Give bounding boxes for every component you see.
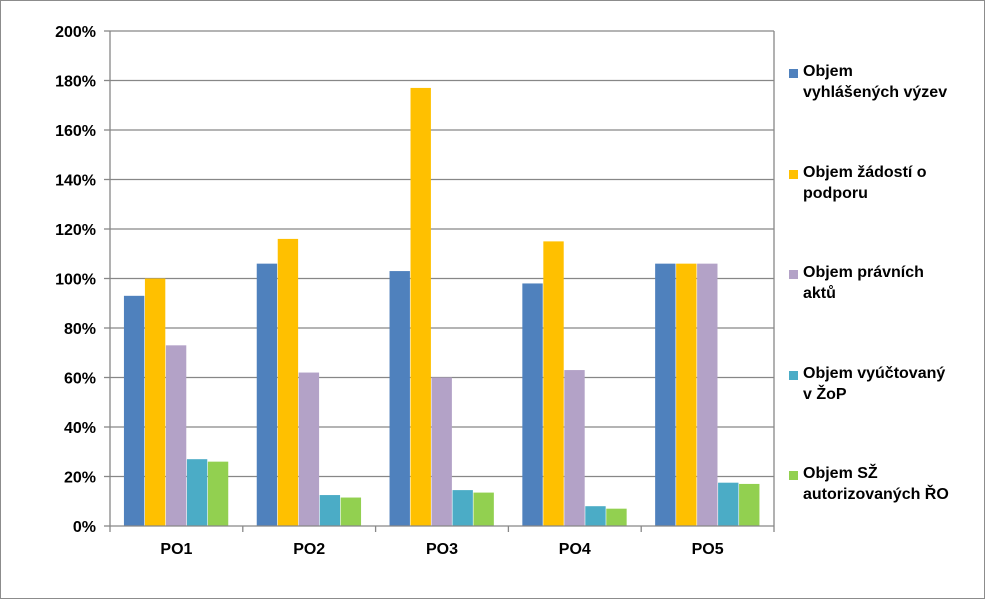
x-tick-label: PO3 <box>426 541 458 558</box>
legend-label: Objem vyhlášených výzev <box>803 63 948 101</box>
y-tick-label: 140% <box>55 173 96 190</box>
bar <box>697 263 718 526</box>
y-tick-label: 120% <box>55 222 96 239</box>
bar <box>739 483 760 526</box>
y-tick-label: 200% <box>55 24 96 41</box>
bar <box>718 482 739 526</box>
legend-item-1: Objem vyhlášených výzev <box>789 61 978 103</box>
y-tick-label: 100% <box>55 272 96 289</box>
axes <box>104 30 775 532</box>
bar <box>165 345 187 526</box>
x-tick-label: PO2 <box>293 541 325 558</box>
bar <box>256 263 278 526</box>
bar <box>277 238 299 526</box>
legend-swatch <box>789 471 798 480</box>
bar <box>543 241 564 527</box>
y-tick-label: 80% <box>64 321 96 338</box>
y-tick-label: 20% <box>64 470 96 487</box>
bar <box>452 490 473 526</box>
y-tick-label: 180% <box>55 74 96 91</box>
y-tick-label: 40% <box>64 420 96 437</box>
bar <box>186 459 208 526</box>
legend-swatch <box>789 170 798 179</box>
bar <box>431 377 452 526</box>
bar <box>389 271 410 526</box>
bar <box>340 497 362 526</box>
legend-label: Objem SŽ autorizovaných ŘO <box>803 465 949 503</box>
legend-item-3: Objem právních aktů <box>789 262 978 304</box>
y-tick-label: 60% <box>64 371 96 388</box>
y-tick-label: 160% <box>55 123 96 140</box>
bar <box>319 495 341 526</box>
legend-swatch <box>789 69 798 78</box>
bar <box>676 263 697 526</box>
bar <box>123 295 145 526</box>
legend-label: Objem vyúčtovaný v ŽoP <box>803 365 946 403</box>
bar <box>522 283 543 526</box>
gridlines <box>110 30 774 478</box>
legend-swatch <box>789 270 798 279</box>
bar <box>410 87 431 527</box>
axis-labels: 0% 20% 40% 60% 80% 100% 120% 140% 160% 180% 200% PO… <box>55 24 724 558</box>
bar <box>655 263 676 526</box>
legend-label: Objem právních aktů <box>803 264 924 302</box>
bar <box>144 278 166 526</box>
bar <box>207 461 229 526</box>
legend-item-2: Objem žádostí o podporu <box>789 162 978 204</box>
bar <box>473 492 494 526</box>
x-tick-label: PO4 <box>559 541 591 558</box>
bar <box>585 506 606 526</box>
x-tick-label: PO5 <box>692 541 724 558</box>
legend-item-5: Objem SŽ autorizovaných ŘO <box>789 463 978 505</box>
legend-swatch <box>789 371 798 380</box>
bars <box>123 87 760 527</box>
legend-item-4: Objem vyúčtovaný v ŽoP <box>789 363 978 405</box>
bar <box>606 508 627 526</box>
legend-label: Objem žádostí o podporu <box>803 164 927 202</box>
bar <box>298 372 320 526</box>
y-tick-label: 0% <box>73 519 96 536</box>
x-tick-label: PO1 <box>160 541 192 558</box>
bar <box>564 370 585 526</box>
